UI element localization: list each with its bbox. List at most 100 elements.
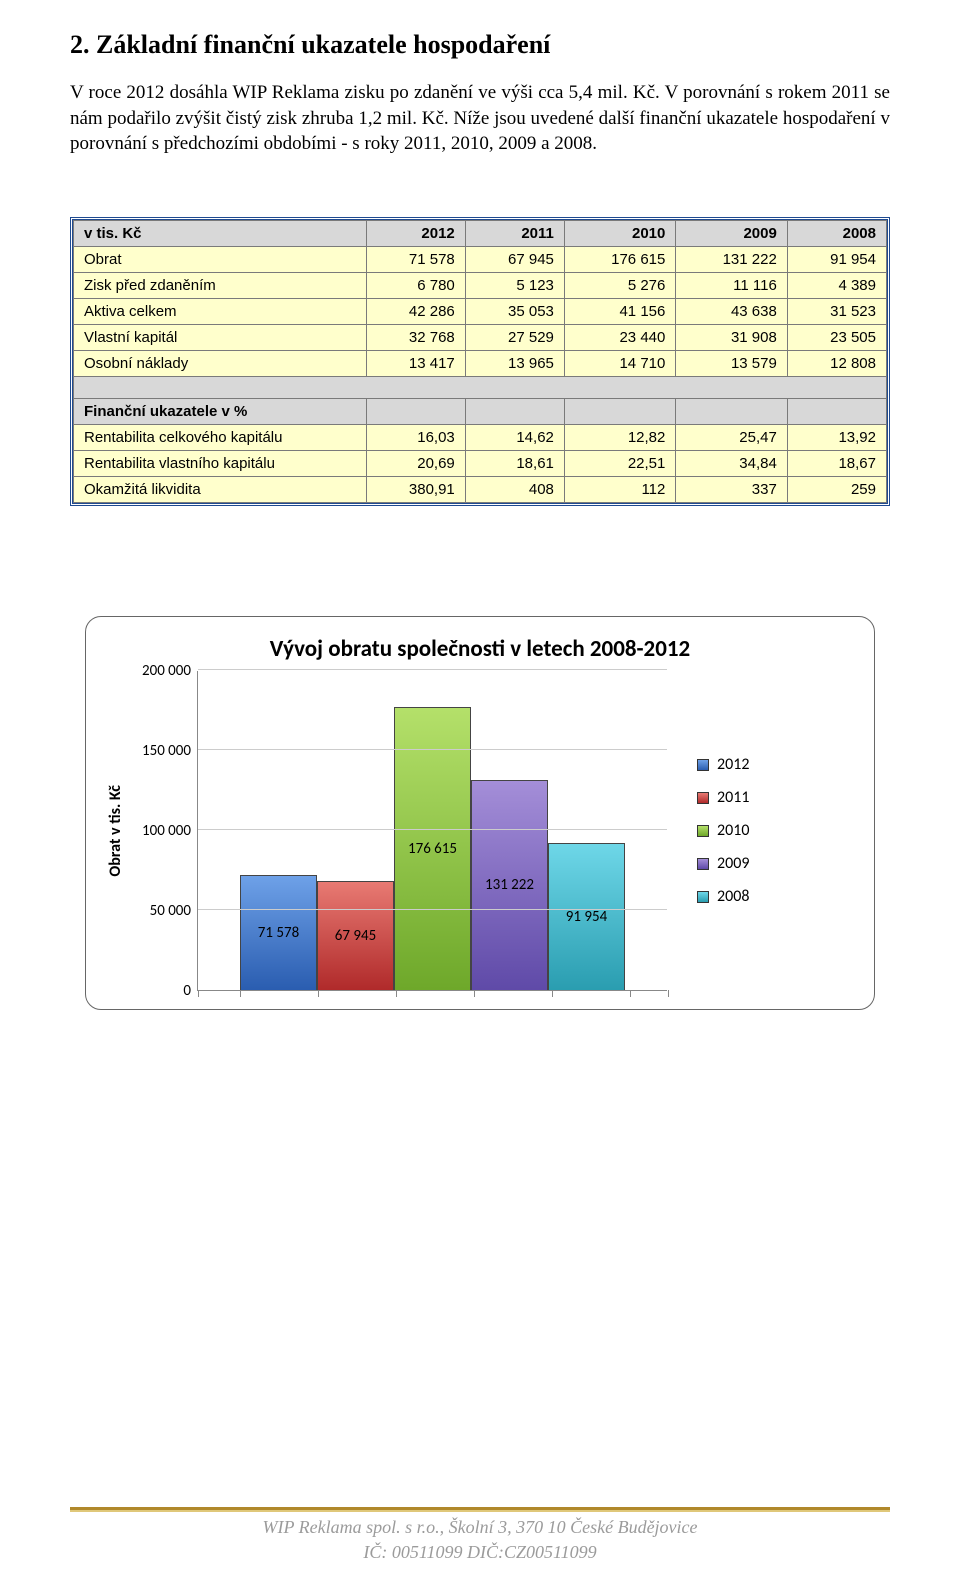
table-cell: 42 286 xyxy=(366,298,465,324)
table-cell: 20,69 xyxy=(366,450,465,476)
chart-title: Vývoj obratu společnosti v letech 2008-2… xyxy=(106,635,854,663)
chart-gridline xyxy=(198,829,667,830)
legend-label: 2011 xyxy=(717,788,749,807)
table-cell: 23 505 xyxy=(787,324,886,350)
chart-x-tick xyxy=(318,990,319,997)
table-cell: 13 417 xyxy=(366,350,465,376)
legend-swatch xyxy=(697,858,709,870)
table-subheading-label: Finanční ukazatele v % xyxy=(74,398,367,424)
table-year-col: 2011 xyxy=(465,220,564,246)
chart-y-tick-label: 50 000 xyxy=(150,902,191,920)
table-row: Obrat71 57867 945176 615131 22291 954 xyxy=(74,246,887,272)
table-row: Zisk před zdaněním6 7805 1235 27611 1164… xyxy=(74,272,887,298)
table-row-label: Zisk před zdaněním xyxy=(74,272,367,298)
table-cell: 18,67 xyxy=(787,450,886,476)
chart-bar: 91 954 xyxy=(548,843,625,990)
table-cell: 12,82 xyxy=(564,424,675,450)
chart-y-tick-label: 0 xyxy=(183,982,191,1000)
legend-item: 2012 xyxy=(697,755,767,774)
table-cell: 337 xyxy=(676,476,787,502)
chart-bar-value-label: 176 615 xyxy=(408,840,457,858)
table-subheading-blank xyxy=(676,398,787,424)
table-subheading-blank xyxy=(564,398,675,424)
chart-card: Vývoj obratu společnosti v letech 2008-2… xyxy=(85,616,875,1010)
table-cell: 13 579 xyxy=(676,350,787,376)
chart-legend: 2012 2011 2010 2009 2008 xyxy=(677,755,767,906)
table-year-col: 2009 xyxy=(676,220,787,246)
financial-table: v tis. Kč 2012 2011 2010 2009 2008 Obrat… xyxy=(73,220,887,503)
table-cell: 408 xyxy=(465,476,564,502)
legend-swatch xyxy=(697,792,709,804)
table-cell: 91 954 xyxy=(787,246,886,272)
table-cell: 259 xyxy=(787,476,886,502)
table-cell: 43 638 xyxy=(676,298,787,324)
legend-item: 2009 xyxy=(697,854,767,873)
chart-bar-value-label: 131 222 xyxy=(485,876,534,894)
table-cell: 11 116 xyxy=(676,272,787,298)
table-cell: 22,51 xyxy=(564,450,675,476)
footer-divider xyxy=(70,1507,890,1510)
table-row: Rentabilita celkového kapitálu16,0314,62… xyxy=(74,424,887,450)
chart-bar: 71 578 xyxy=(240,875,317,990)
table-cell: 4 389 xyxy=(787,272,886,298)
chart-y-axis-title: Obrat v tis. Kč xyxy=(106,785,125,877)
legend-label: 2010 xyxy=(717,821,749,840)
table-cell: 23 440 xyxy=(564,324,675,350)
chart-y-tick-label: 200 000 xyxy=(142,662,191,680)
chart-bar: 131 222 xyxy=(471,780,548,990)
footer-line-2: IČ: 00511099 DIČ:CZ00511099 xyxy=(363,1542,596,1562)
table-row: Rentabilita vlastního kapitálu20,6918,61… xyxy=(74,450,887,476)
table-cell: 13 965 xyxy=(465,350,564,376)
table-cell: 131 222 xyxy=(676,246,787,272)
chart-x-tick xyxy=(396,990,397,997)
table-row-label: Okamžitá likvidita xyxy=(74,476,367,502)
chart-bar-value-label: 67 945 xyxy=(335,927,376,945)
table-row: Osobní náklady13 41713 96514 71013 57912… xyxy=(74,350,887,376)
table-cell: 31 523 xyxy=(787,298,886,324)
table-row-label: Rentabilita vlastního kapitálu xyxy=(74,450,367,476)
legend-swatch xyxy=(697,891,709,903)
chart-bar-value-label: 91 954 xyxy=(566,908,607,926)
chart-body: Obrat v tis. Kč 050 000100 000150 000200… xyxy=(106,671,854,991)
table-row-label: Aktiva celkem xyxy=(74,298,367,324)
table-subheading-blank xyxy=(366,398,465,424)
table-cell: 380,91 xyxy=(366,476,465,502)
chart-gridline xyxy=(198,909,667,910)
legend-label: 2008 xyxy=(717,887,749,906)
chart-y-ticks: 050 000100 000150 000200 000 xyxy=(135,671,197,991)
footer-text: WIP Reklama spol. s r.o., Školní 3, 370 … xyxy=(0,1515,960,1564)
table-row-label: Osobní náklady xyxy=(74,350,367,376)
table-cell: 12 808 xyxy=(787,350,886,376)
legend-swatch xyxy=(697,759,709,771)
table-cell: 112 xyxy=(564,476,675,502)
legend-label: 2012 xyxy=(717,755,749,774)
table-cell: 13,92 xyxy=(787,424,886,450)
table-cell: 35 053 xyxy=(465,298,564,324)
table-cell: 5 123 xyxy=(465,272,564,298)
table-header-row: v tis. Kč 2012 2011 2010 2009 2008 xyxy=(74,220,887,246)
page: 2. Základní finanční ukazatele hospodaře… xyxy=(0,0,960,1594)
table-cell: 25,47 xyxy=(676,424,787,450)
table-row: Okamžitá likvidita380,91408112337259 xyxy=(74,476,887,502)
table-subheading-blank xyxy=(787,398,886,424)
chart-bar: 67 945 xyxy=(317,881,394,990)
financial-table-wrap: v tis. Kč 2012 2011 2010 2009 2008 Obrat… xyxy=(70,217,890,506)
chart-x-tick xyxy=(198,990,199,997)
table-cell: 14,62 xyxy=(465,424,564,450)
footer-line-1: WIP Reklama spol. s r.o., Školní 3, 370 … xyxy=(262,1517,697,1537)
table-year-col: 2010 xyxy=(564,220,675,246)
section-heading: 2. Základní finanční ukazatele hospodaře… xyxy=(70,30,890,60)
table-cell: 31 908 xyxy=(676,324,787,350)
table-row-label: Rentabilita celkového kapitálu xyxy=(74,424,367,450)
chart-x-tick xyxy=(474,990,475,997)
chart-gridline xyxy=(198,669,667,670)
section-paragraph: V roce 2012 dosáhla WIP Reklama zisku po… xyxy=(70,80,890,157)
chart-bar-value-label: 71 578 xyxy=(258,924,299,942)
table-cell: 176 615 xyxy=(564,246,675,272)
table-cell: 32 768 xyxy=(366,324,465,350)
chart-plot-area: 71 578 67 945 176 615 131 222 91 954 xyxy=(197,671,667,991)
table-cell: 14 710 xyxy=(564,350,675,376)
legend-item: 2010 xyxy=(697,821,767,840)
chart-gridline xyxy=(198,749,667,750)
table-spacer-row xyxy=(74,376,887,398)
